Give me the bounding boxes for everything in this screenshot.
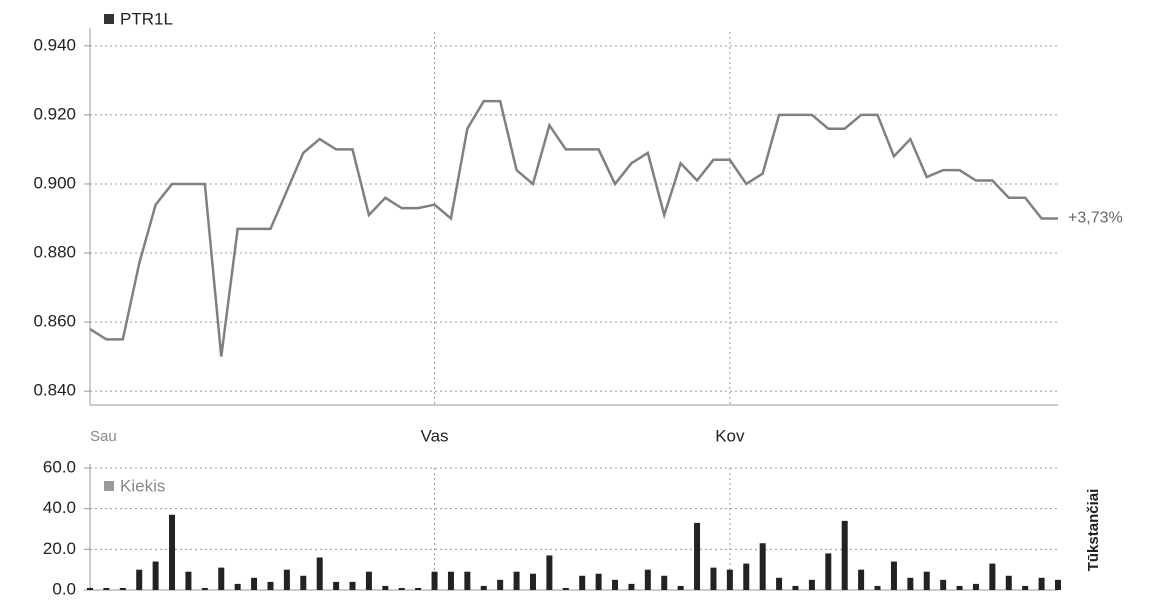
volume-bar bbox=[415, 587, 422, 590]
volume-bar bbox=[103, 587, 110, 590]
volume-bar bbox=[858, 569, 865, 590]
volume-bar bbox=[447, 571, 454, 590]
y-tick-label: 0.860 bbox=[33, 312, 76, 331]
volume-bar bbox=[152, 561, 159, 590]
volume-bar bbox=[431, 571, 438, 590]
volume-bar bbox=[1055, 579, 1061, 590]
volume-bar bbox=[267, 581, 274, 590]
volume-bar bbox=[185, 571, 192, 590]
volume-bar bbox=[661, 575, 668, 590]
volume-bar bbox=[464, 571, 471, 590]
volume-bar bbox=[234, 583, 241, 590]
volume-bar bbox=[644, 569, 651, 590]
volume-bar bbox=[398, 587, 405, 590]
volume-bar bbox=[743, 563, 750, 590]
y-tick-label: 40.0 bbox=[43, 498, 76, 517]
y-tick-label: 60.0 bbox=[43, 457, 76, 476]
y-axis-label: Tūkstančiai bbox=[1085, 489, 1102, 572]
volume-bar bbox=[612, 579, 619, 590]
volume-bar bbox=[497, 579, 504, 590]
y-tick-label: 20.0 bbox=[43, 539, 76, 558]
volume-bar bbox=[300, 575, 307, 590]
volume-bar bbox=[218, 567, 225, 590]
volume-bar bbox=[792, 585, 799, 590]
volume-bar bbox=[808, 579, 815, 590]
legend-label: PTR1L bbox=[120, 9, 173, 28]
volume-bar bbox=[972, 583, 979, 590]
y-tick-label: 0.900 bbox=[33, 173, 76, 192]
volume-bar bbox=[710, 567, 717, 590]
volume-bar bbox=[890, 561, 897, 590]
volume-bar bbox=[726, 569, 733, 590]
volume-bar bbox=[513, 571, 520, 590]
volume-bar bbox=[1022, 585, 1029, 590]
volume-bar bbox=[201, 587, 208, 590]
volume-bar bbox=[677, 585, 684, 590]
volume-bar bbox=[333, 581, 340, 590]
volume-bar bbox=[825, 553, 832, 590]
volume-bar bbox=[989, 563, 996, 590]
volume-bar bbox=[1005, 575, 1012, 590]
volume-bar bbox=[940, 579, 947, 590]
volume-bar bbox=[841, 520, 848, 590]
volume-bar bbox=[119, 587, 126, 590]
volume-bar bbox=[595, 573, 602, 590]
volume-bar bbox=[349, 581, 356, 590]
x-tick-label: Sau bbox=[90, 428, 117, 445]
volume-bar bbox=[759, 543, 766, 590]
volume-bar bbox=[923, 571, 930, 590]
volume-bar bbox=[480, 585, 487, 590]
volume-bar bbox=[579, 575, 586, 590]
volume-bar bbox=[316, 557, 323, 590]
volume-bar bbox=[546, 555, 553, 590]
volume-bar bbox=[1038, 577, 1045, 590]
volume-bar bbox=[87, 587, 93, 590]
volume-bar bbox=[776, 577, 783, 590]
volume-bar bbox=[529, 573, 536, 590]
volume-bar bbox=[628, 583, 635, 590]
legend-label: Kiekis bbox=[120, 476, 165, 495]
volume-bar bbox=[562, 587, 569, 590]
y-tick-label: 0.0 bbox=[52, 579, 76, 598]
volume-bar bbox=[136, 569, 143, 590]
volume-bar bbox=[907, 577, 914, 590]
y-tick-label: 0.920 bbox=[33, 104, 76, 123]
y-tick-label: 0.840 bbox=[33, 381, 76, 400]
volume-bar bbox=[169, 514, 176, 590]
volume-bar bbox=[874, 585, 881, 590]
annotation: +3,73% bbox=[1068, 210, 1123, 227]
legend-marker bbox=[104, 14, 114, 24]
y-tick-label: 0.940 bbox=[33, 35, 76, 54]
volume-bar bbox=[382, 585, 389, 590]
volume-bar bbox=[365, 571, 372, 590]
x-tick-label: Vas bbox=[421, 426, 449, 445]
volume-bar bbox=[956, 585, 963, 590]
volume-bar bbox=[283, 569, 290, 590]
volume-bar bbox=[251, 577, 258, 590]
legend-marker bbox=[104, 481, 114, 491]
volume-bar bbox=[694, 522, 701, 590]
x-tick-label: Kov bbox=[715, 426, 745, 445]
y-tick-label: 0.880 bbox=[33, 243, 76, 262]
price-line bbox=[89, 99, 1058, 357]
